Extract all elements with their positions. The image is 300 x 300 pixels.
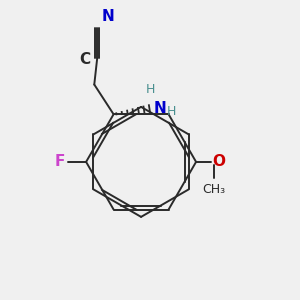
- Text: F: F: [55, 154, 65, 169]
- Text: H: H: [146, 83, 155, 96]
- Text: C: C: [80, 52, 91, 67]
- Text: O: O: [212, 154, 225, 169]
- Text: CH₃: CH₃: [202, 183, 226, 196]
- Text: N: N: [154, 101, 166, 116]
- Text: N: N: [102, 9, 115, 24]
- Text: H: H: [167, 105, 176, 118]
